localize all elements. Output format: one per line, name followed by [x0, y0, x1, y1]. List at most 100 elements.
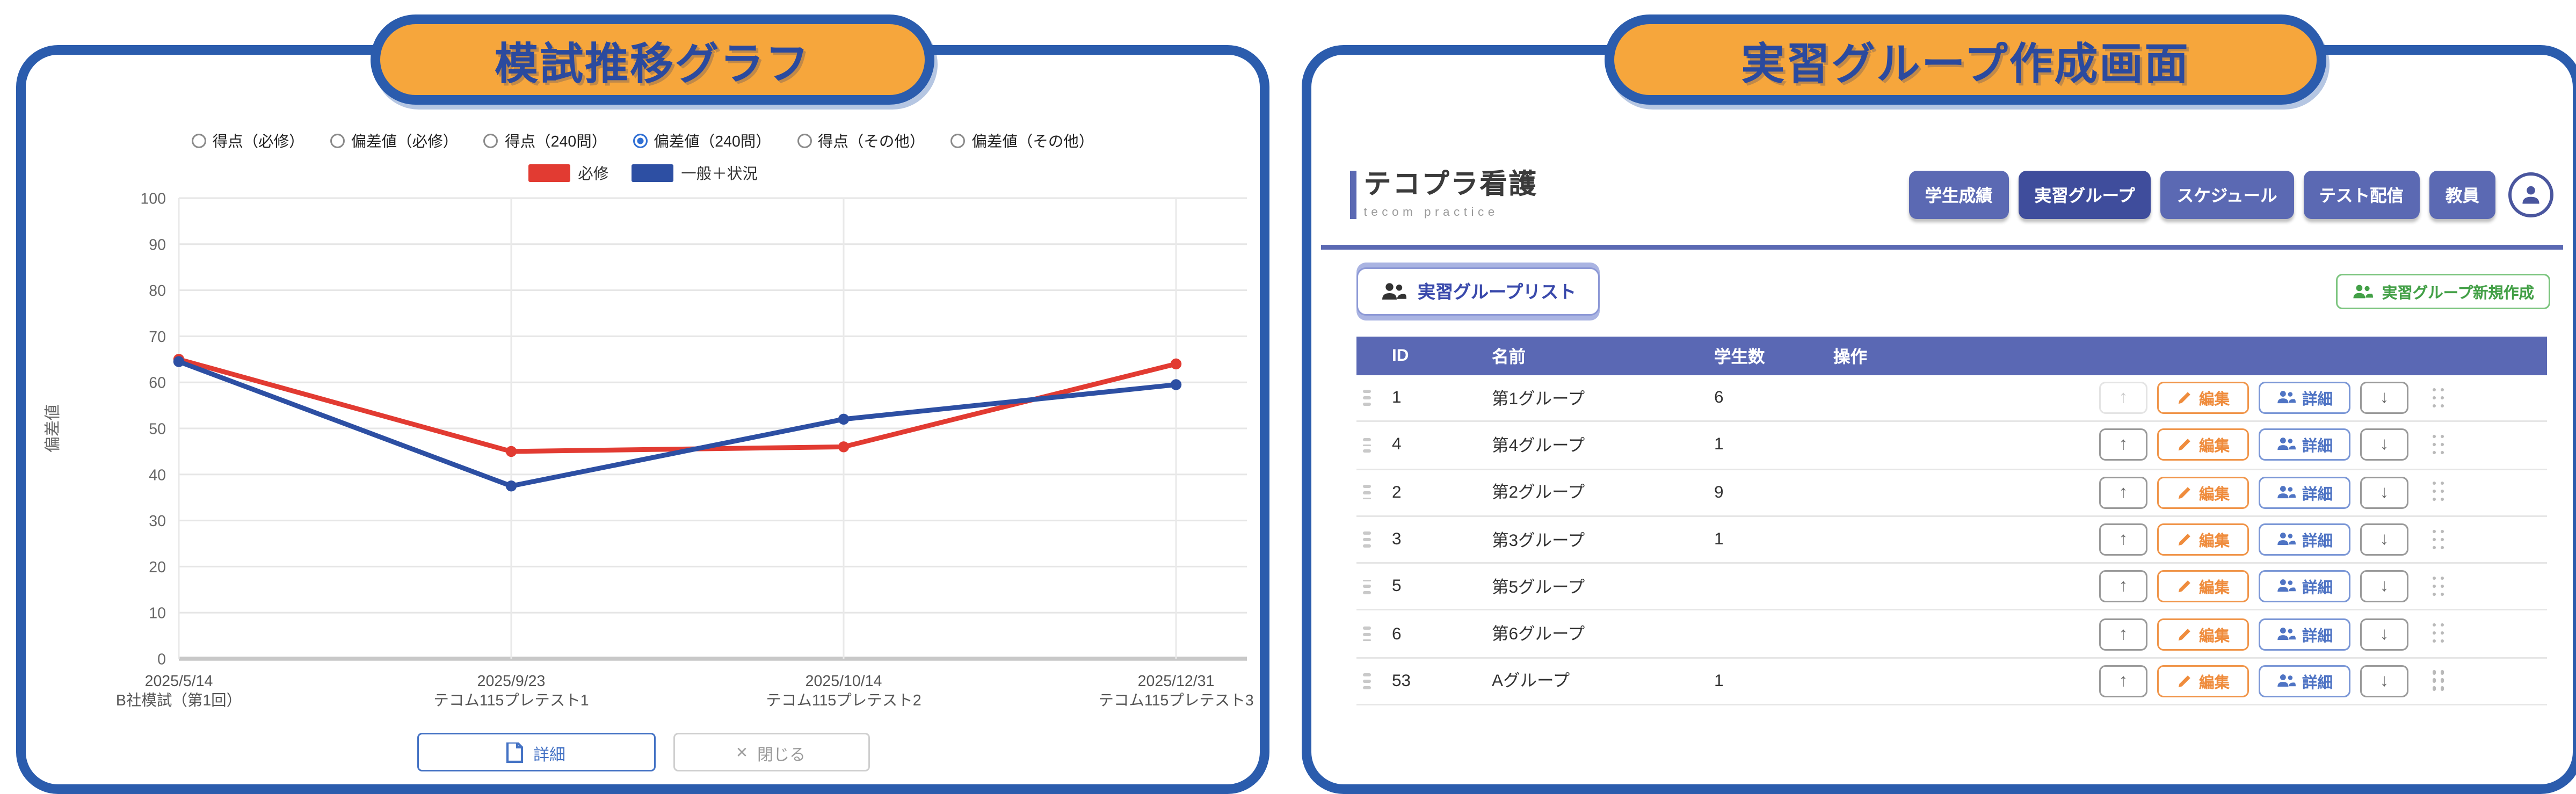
edit-button[interactable]: 編集 — [2157, 476, 2249, 509]
nav-button-2[interactable]: 実習グループ — [2018, 171, 2151, 219]
chart-series-line — [178, 359, 1177, 489]
detail-button[interactable]: 詳細 — [2259, 665, 2350, 697]
detail-button[interactable]: 詳細 — [2259, 617, 2350, 650]
drag-handle-icon[interactable] — [2433, 434, 2446, 456]
metric-radio-option[interactable]: 偏差値（その他） — [950, 129, 1094, 151]
people-icon — [2277, 391, 2296, 404]
move-up-button[interactable]: ↑ — [2099, 617, 2147, 650]
detail-button[interactable]: 詳細 — [2259, 476, 2350, 509]
chart-legend: 必修 一般＋状況 — [26, 161, 1260, 184]
y-tick-label: 100 — [140, 191, 166, 208]
edit-button-label: 編集 — [2198, 580, 2230, 598]
row-drag-grip-icon[interactable] — [1356, 485, 1392, 500]
nav-button-5[interactable]: 教員 — [2429, 171, 2495, 219]
nav-button-3[interactable]: スケジュール — [2160, 171, 2294, 219]
y-tick-label: 40 — [149, 467, 166, 484]
row-id: 4 — [1392, 435, 1402, 455]
detail-button[interactable]: 詳細 — [2259, 429, 2350, 462]
radio-label: 得点（240問） — [505, 134, 607, 151]
move-up-button[interactable]: ↑ — [2099, 570, 2147, 603]
pencil-icon — [2178, 486, 2190, 499]
radio-icon[interactable] — [191, 133, 206, 148]
detail-button[interactable]: 詳細 — [2259, 382, 2350, 414]
table-header-cell: 名前 — [1492, 347, 1526, 367]
metric-radio-option[interactable]: 得点（必修） — [191, 129, 304, 151]
pencil-icon — [2178, 534, 2190, 546]
edit-button-label: 編集 — [2198, 674, 2230, 693]
edit-button[interactable]: 編集 — [2157, 570, 2249, 603]
person-icon — [2522, 186, 2539, 204]
move-up-button[interactable]: ↑ — [2099, 429, 2147, 462]
move-down-button[interactable]: ↓ — [2360, 382, 2408, 414]
row-id: 1 — [1392, 388, 1402, 408]
metric-radio-option[interactable]: 偏差値（必修） — [330, 129, 458, 151]
move-up-button[interactable]: ↑ — [2099, 382, 2147, 414]
metric-radio-group: 得点（必修） 偏差値（必修） 得点（240問） 偏差値（240問） 得点（その他） 偏差値… — [26, 129, 1260, 151]
people-icon — [2277, 674, 2296, 687]
move-down-button[interactable]: ↓ — [2360, 665, 2408, 697]
legend-label: 必修 — [578, 166, 609, 184]
radio-icon[interactable] — [330, 133, 345, 148]
move-up-button[interactable]: ↑ — [2099, 523, 2147, 556]
group-list-button[interactable]: 実習グループリスト — [1356, 267, 1601, 316]
metric-radio-option[interactable]: 得点（240問） — [484, 129, 607, 151]
edit-button[interactable]: 編集 — [2157, 429, 2249, 462]
y-tick-label: 60 — [149, 375, 166, 392]
edit-button[interactable]: 編集 — [2157, 382, 2249, 414]
detail-button-label: 詳細 — [2302, 580, 2333, 598]
detail-button[interactable]: 詳細 — [2259, 570, 2350, 603]
move-down-button[interactable]: ↓ — [2360, 617, 2408, 650]
drag-handle-icon[interactable] — [2433, 576, 2446, 597]
row-drag-grip-icon[interactable] — [1356, 673, 1392, 689]
drag-handle-icon[interactable] — [2433, 529, 2446, 550]
group-list-button-label: 実習グループリスト — [1418, 283, 1577, 303]
move-down-button[interactable]: ↓ — [2360, 476, 2408, 509]
drag-handle-icon[interactable] — [2433, 623, 2446, 644]
detail-button[interactable]: 詳細 — [2259, 523, 2350, 556]
edit-button[interactable]: 編集 — [2157, 617, 2249, 650]
move-up-button[interactable]: ↑ — [2099, 476, 2147, 509]
row-group-name: 第6グループ — [1492, 625, 1585, 645]
pencil-icon — [2178, 439, 2190, 451]
table-row: 4 第4グループ 1 ↑ 編集 詳細 ↓ — [1356, 422, 2547, 470]
y-tick-label: 10 — [149, 605, 166, 622]
row-drag-grip-icon[interactable] — [1356, 579, 1392, 595]
row-actions: ↑ 編集 詳細 ↓ — [1833, 617, 2547, 650]
close-button[interactable]: × 閉じる — [672, 733, 869, 771]
move-down-button[interactable]: ↓ — [2360, 523, 2408, 556]
move-down-button[interactable]: ↓ — [2360, 429, 2408, 462]
x-tick-label: 2025/12/31 — [1138, 673, 1215, 690]
nav-button-4[interactable]: テスト配信 — [2303, 171, 2420, 219]
drag-handle-icon[interactable] — [2433, 482, 2446, 503]
edit-button[interactable]: 編集 — [2157, 523, 2249, 556]
table-row: 2 第2グループ 9 ↑ 編集 詳細 ↓ — [1356, 469, 2547, 517]
x-tick-label: 2025/9/23 — [477, 673, 546, 690]
drag-handle-icon[interactable] — [2433, 671, 2446, 691]
metric-radio-option[interactable]: 偏差値（240問） — [633, 129, 771, 151]
brand-accent-bar — [1350, 171, 1356, 219]
nav-button-1[interactable]: 学生成績 — [1909, 171, 2009, 219]
move-down-button[interactable]: ↓ — [2360, 570, 2408, 603]
row-drag-grip-icon[interactable] — [1356, 532, 1392, 548]
detail-button[interactable]: 詳細 — [416, 733, 655, 771]
row-drag-grip-icon[interactable] — [1356, 626, 1392, 642]
group-create-button[interactable]: 実習グループ新規作成 — [2335, 274, 2550, 309]
y-tick-label: 90 — [149, 236, 166, 253]
table-row: 6 第6グループ ↑ 編集 詳細 ↓ — [1356, 611, 2547, 659]
row-group-name: 第4グループ — [1492, 436, 1585, 456]
row-id: 6 — [1392, 624, 1402, 644]
radio-selected-icon[interactable] — [633, 133, 648, 148]
edit-button[interactable]: 編集 — [2157, 665, 2249, 697]
row-drag-grip-icon[interactable] — [1356, 390, 1392, 406]
drag-handle-icon[interactable] — [2433, 387, 2446, 409]
move-up-button[interactable]: ↑ — [2099, 665, 2147, 697]
radio-icon[interactable] — [484, 133, 499, 148]
radio-icon[interactable] — [950, 133, 966, 148]
account-icon[interactable] — [2508, 172, 2553, 217]
radio-icon[interactable] — [796, 133, 811, 148]
row-drag-grip-icon[interactable] — [1356, 438, 1392, 453]
radio-label: 得点（必修） — [212, 134, 304, 151]
metric-radio-option[interactable]: 得点（その他） — [796, 129, 925, 151]
row-actions: ↑ 編集 詳細 ↓ — [1833, 523, 2547, 556]
right-panel-title: 実習グループ作成画面 — [1741, 39, 2190, 88]
